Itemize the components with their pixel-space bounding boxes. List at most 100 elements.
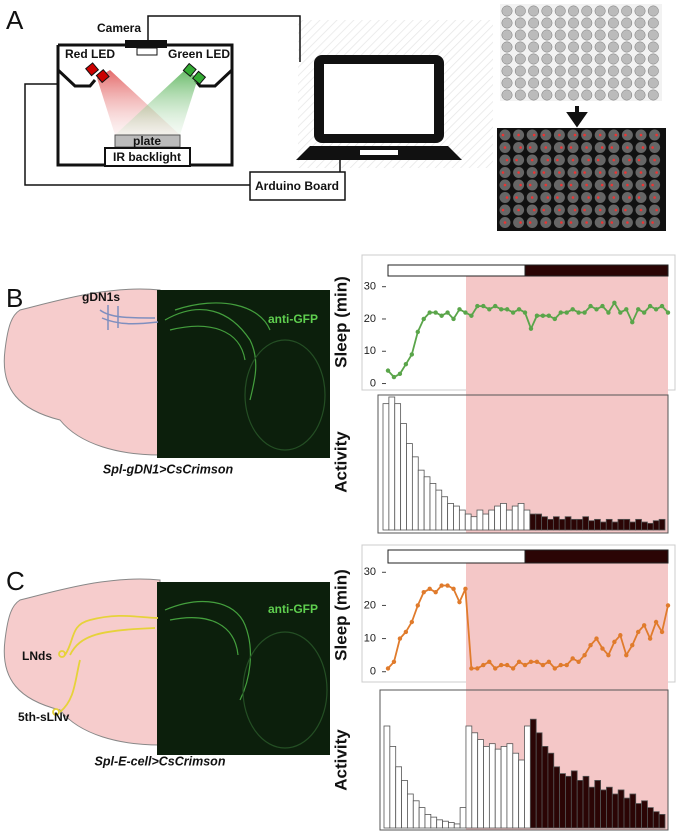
brain-outline <box>3 578 161 746</box>
fly <box>528 221 532 224</box>
activity-bar <box>588 520 595 531</box>
arduino <box>249 171 346 201</box>
sleep-point <box>457 307 462 312</box>
fly <box>614 133 618 137</box>
sleep-point <box>588 303 593 309</box>
well <box>647 29 659 41</box>
stain-label: anti-GFP <box>268 602 318 616</box>
fly <box>517 133 520 137</box>
well <box>501 77 513 89</box>
well <box>526 142 538 153</box>
activity-frame <box>377 394 669 534</box>
fly <box>583 133 586 137</box>
activity-bar <box>401 780 408 829</box>
sleep-point <box>457 599 462 605</box>
activity-frame <box>379 689 669 831</box>
sleep-point <box>558 310 563 315</box>
fly <box>542 171 546 174</box>
fly <box>501 171 505 174</box>
well <box>608 142 620 153</box>
sleep-point <box>516 659 522 664</box>
activity-bar <box>523 509 531 531</box>
activity-bar <box>383 725 391 829</box>
sleep-point <box>415 329 420 335</box>
well <box>568 89 579 101</box>
fly <box>515 196 518 199</box>
well <box>621 89 633 101</box>
fly <box>571 158 575 162</box>
sleep-point <box>522 662 528 668</box>
activity-bar <box>453 505 460 531</box>
well <box>607 77 619 89</box>
well <box>568 41 579 53</box>
sleep-point <box>612 639 617 645</box>
well <box>608 217 620 228</box>
fly <box>571 196 575 199</box>
activity-bar <box>570 770 578 829</box>
fly <box>651 221 654 224</box>
laptop <box>296 55 462 160</box>
fly <box>569 183 573 187</box>
sleep-point <box>409 352 415 357</box>
sleep-point <box>665 310 671 315</box>
well <box>649 142 661 153</box>
fly <box>569 221 573 224</box>
well <box>594 154 606 166</box>
fly <box>610 183 614 187</box>
activity-bar <box>411 456 419 531</box>
sleep-point <box>403 361 409 367</box>
well <box>567 204 579 216</box>
well <box>594 65 606 77</box>
well <box>634 65 646 77</box>
fly <box>651 146 654 149</box>
fly <box>596 158 600 162</box>
fly <box>600 221 604 224</box>
sleep-point <box>409 619 415 625</box>
sleep-point <box>504 307 510 312</box>
well <box>568 17 579 29</box>
well <box>594 77 606 89</box>
well <box>621 204 633 216</box>
well <box>568 77 579 89</box>
fly <box>624 208 627 212</box>
well <box>581 53 593 65</box>
fly <box>501 133 505 137</box>
well <box>526 179 538 191</box>
activity-bar <box>518 759 525 829</box>
well <box>621 41 633 53</box>
activity-bar <box>559 773 566 829</box>
sleep-point <box>594 307 599 312</box>
well <box>501 53 513 65</box>
fly <box>544 221 548 224</box>
activity-bar <box>512 752 520 829</box>
well <box>607 29 619 41</box>
sleep-point <box>451 586 456 592</box>
confocal-image <box>157 582 330 755</box>
light-bar <box>387 549 526 564</box>
label: plate <box>133 134 161 148</box>
sleep-point <box>606 652 611 658</box>
sleep-point <box>552 316 558 322</box>
sleep-point <box>564 662 569 668</box>
fly <box>628 196 631 199</box>
fly <box>641 183 645 187</box>
well <box>567 167 579 178</box>
activity-bar <box>524 725 531 829</box>
well <box>513 179 525 191</box>
label: Green LED <box>168 47 230 61</box>
sleep-point <box>636 629 641 635</box>
activity-bar <box>529 513 537 531</box>
activity-bar <box>647 807 654 829</box>
panel-label: B <box>6 283 23 313</box>
neuron-label: LNds <box>22 649 52 663</box>
activity-bar <box>483 746 490 829</box>
activity-bar <box>611 793 619 829</box>
well <box>649 204 661 216</box>
sleep-point <box>528 659 534 664</box>
well <box>526 204 538 216</box>
sleep-point <box>612 300 617 306</box>
well <box>567 129 579 141</box>
activity-bar <box>558 518 566 531</box>
fly <box>558 208 561 212</box>
well <box>594 89 606 101</box>
